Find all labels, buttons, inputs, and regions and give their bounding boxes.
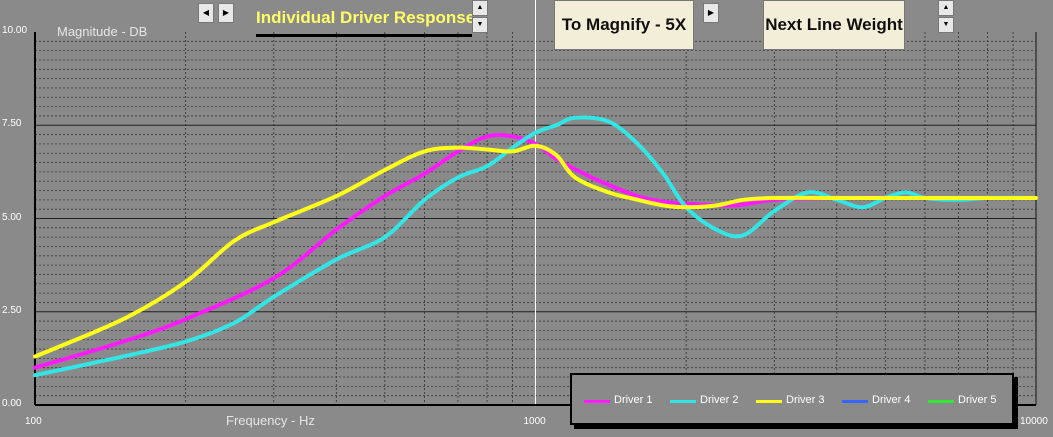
title-scroll-down[interactable]: ▼ <box>472 17 488 33</box>
legend-swatch <box>584 400 610 403</box>
legend-swatch <box>928 400 954 403</box>
y-tick-label: 7.50 <box>2 118 22 130</box>
y-axis-title: Magnitude - DB <box>57 24 148 39</box>
legend: Driver 1 Driver 2 Driver 3 Driver 4 Driver 5 <box>570 373 1014 425</box>
line-weight-button-label: Next Line Weight <box>765 15 903 34</box>
series-line-driver-3 <box>33 143 1038 359</box>
x-tick-label: 100 <box>25 416 42 427</box>
weight-scroll-down[interactable]: ▼ <box>938 17 954 33</box>
legend-label: Driver 1 <box>614 394 653 406</box>
line-weight-button[interactable]: Next Line Weight <box>763 0 905 50</box>
y-tick-label: 0.00 <box>2 398 22 409</box>
title-scroll-up[interactable]: ▲ <box>472 0 488 16</box>
chart-title-selector[interactable]: Individual Driver Response <box>256 2 472 37</box>
x-axis-title: Frequency - Hz <box>226 413 315 428</box>
magnify-next-arrow[interactable]: ▶ <box>703 3 719 23</box>
legend-label: Driver 2 <box>700 394 739 406</box>
y-tick-label: 10.00 <box>2 25 28 36</box>
x-tick-label: 1000 <box>523 416 546 427</box>
weight-scroll-up[interactable]: ▲ <box>938 0 954 16</box>
legend-swatch <box>842 400 868 403</box>
legend-swatch <box>756 400 782 403</box>
magnify-button-label: To Magnify - 5X <box>561 15 687 34</box>
x-tick-label: 10000 <box>1020 416 1048 427</box>
legend-label: Driver 3 <box>786 394 825 406</box>
y-tick-label: 2.50 <box>2 304 22 316</box>
title-prev-arrow[interactable]: ◀ <box>198 3 214 23</box>
legend-swatch <box>670 400 696 403</box>
legend-label: Driver 5 <box>958 394 997 406</box>
magnify-button[interactable]: To Magnify - 5X <box>554 0 694 50</box>
y-tick-label: 5.00 <box>2 211 22 223</box>
title-next-arrow[interactable]: ▶ <box>218 3 234 23</box>
legend-label: Driver 4 <box>872 394 911 406</box>
